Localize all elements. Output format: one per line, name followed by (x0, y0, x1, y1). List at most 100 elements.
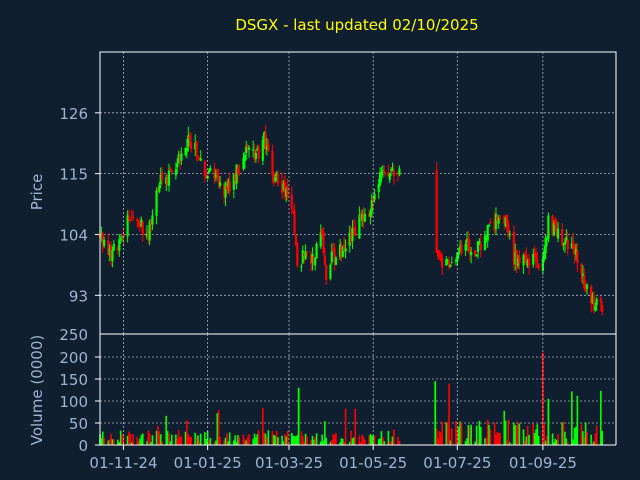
price-candle-body (523, 254, 527, 256)
price-candle-body (281, 180, 284, 193)
price-candle-body (387, 172, 390, 177)
price-candle-body (217, 176, 220, 184)
price-candle-body (305, 251, 309, 253)
price-candle-body (449, 264, 452, 268)
price-candle-body (227, 180, 230, 187)
price-candle-body (329, 265, 332, 279)
price-candle-body (311, 253, 314, 263)
x-tick-label: 01-05-25 (339, 454, 407, 472)
price-candle-body (187, 135, 190, 147)
price-candle-body (252, 149, 255, 151)
price-candle-body (534, 252, 538, 263)
price-candle-body (218, 182, 222, 187)
price-candle-body (185, 147, 189, 152)
price-candle-body (199, 158, 202, 161)
price-candle-body (372, 197, 375, 202)
price-candle-body (156, 187, 160, 189)
price-candle-body (315, 243, 318, 258)
price-candle-body (236, 167, 240, 174)
price-candle-body (350, 231, 353, 242)
price-candle-body (148, 221, 151, 241)
price-candle-body (232, 174, 235, 190)
price-candle-body (301, 250, 304, 264)
price-candle-body (341, 247, 344, 257)
price-candle-body (464, 244, 467, 251)
price-candle-body (390, 169, 393, 171)
price-candle-body (207, 169, 211, 173)
price-candle-body (503, 215, 506, 224)
price-candle-body (167, 170, 171, 186)
price-candle-body (243, 154, 246, 162)
price-candle-body (159, 174, 162, 184)
x-tick-label: 01-03-25 (255, 454, 323, 472)
price-candle-body (286, 185, 289, 196)
price-candle-body (590, 286, 593, 304)
price-candle-body (518, 257, 521, 264)
price-candle-body (170, 169, 173, 173)
price-candle-body (398, 168, 401, 175)
price-candle-body (223, 183, 226, 197)
volume-tick-label: 200 (59, 349, 88, 367)
price-candle-body (489, 222, 492, 224)
price-candle-body (333, 248, 336, 264)
price-candle-body (465, 238, 469, 243)
x-tick-label: 01-01-25 (174, 454, 242, 472)
price-candle-body (551, 215, 554, 236)
price-candle-body (330, 251, 333, 263)
price-candle-body (591, 295, 594, 304)
price-candle-body (160, 172, 164, 181)
price-candle-body (447, 261, 451, 268)
price-candle-body (314, 257, 317, 266)
price-candle-body (536, 259, 539, 262)
price-candle-body (312, 256, 315, 263)
price-candle-body (348, 232, 351, 246)
price-candle-body (507, 223, 510, 237)
price-candle-body (108, 248, 111, 255)
price-candle-body (369, 211, 372, 217)
price-candle-body (145, 233, 149, 237)
price-candle-body (508, 233, 511, 236)
price-candle-body (436, 250, 440, 257)
price-candle-body (122, 234, 125, 238)
price-candle-body (441, 257, 444, 268)
price-candle-body (487, 224, 491, 227)
price-candle-body (151, 215, 154, 225)
price-candle-body (378, 172, 382, 186)
price-candle-body (198, 157, 201, 159)
volume-tick-label: 0 (78, 437, 88, 455)
price-tick-label: 104 (59, 226, 88, 244)
price-candle-body (325, 266, 328, 280)
price-corner-label: 250 (59, 326, 88, 344)
price-candle-body (238, 171, 241, 173)
price-candle-body (479, 243, 482, 250)
price-candle-body (585, 284, 589, 289)
price-candle-body (514, 251, 517, 265)
price-candle-body (340, 246, 343, 258)
price-candle-body (137, 222, 140, 226)
price-candle-body (140, 219, 143, 228)
price-candle-body (103, 239, 106, 246)
price-candle-body (373, 193, 376, 200)
price-candle-body (601, 304, 604, 312)
price-candle-body (561, 229, 564, 246)
price-candle-body (396, 173, 400, 175)
price-candle-body (537, 264, 540, 269)
price-candle-body (127, 217, 131, 219)
price-candle-body (126, 215, 129, 237)
price-candle-body (112, 243, 115, 251)
price-axis-label: Price (28, 174, 46, 211)
price-candle-body (196, 155, 200, 157)
price-candle-body (245, 146, 248, 153)
price-candle-body (359, 215, 362, 219)
price-candle-body (334, 257, 338, 265)
price-candle-body (499, 218, 502, 220)
price-candle-body (474, 249, 477, 257)
price-candle-body (303, 253, 306, 256)
price-candle-body (381, 170, 384, 172)
chart-title: DSGX - last updated 02/10/2025 (235, 16, 478, 34)
price-candle-body (107, 240, 110, 255)
price-candle-body (165, 177, 168, 184)
price-candle-body (256, 148, 259, 151)
price-candle-body (581, 273, 584, 277)
